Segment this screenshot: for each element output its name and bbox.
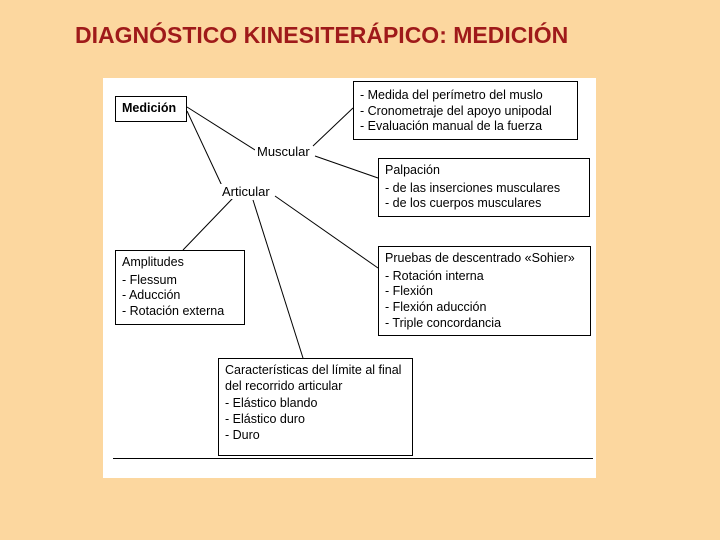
edge xyxy=(187,107,255,150)
edge xyxy=(275,196,378,268)
slide: DIAGNÓSTICO KINESITERÁPICO: MEDICIÓN Med… xyxy=(0,0,720,540)
node-amplitudes: Amplitudes FlessumAducciónRotación exter… xyxy=(115,250,245,325)
diagram-baseline xyxy=(113,458,593,459)
list-item: Rotación externa xyxy=(122,304,238,320)
list-item: Triple concordancia xyxy=(385,316,584,332)
node-root: Medición xyxy=(115,96,187,122)
node-amplitudes-header: Amplitudes xyxy=(122,255,238,271)
edge xyxy=(313,108,353,146)
edge xyxy=(187,111,223,188)
node-caracteristicas-header: Características del límite al final del … xyxy=(225,363,406,394)
node-amplitudes-items: FlessumAducciónRotación externa xyxy=(122,273,238,320)
list-item: Cronometraje del apoyo unipodal xyxy=(360,104,571,120)
list-item: Elástico duro xyxy=(225,412,406,428)
edge xyxy=(253,200,303,358)
edge xyxy=(183,198,233,250)
list-item: Evaluación manual de la fuerza xyxy=(360,119,571,135)
list-item: de las inserciones musculares xyxy=(385,181,583,197)
node-caracteristicas-items: Elástico blandoElástico duroDuro xyxy=(225,396,406,443)
list-item: Flessum xyxy=(122,273,238,289)
node-palpacion-header: Palpación xyxy=(385,163,583,179)
node-sohier-header: Pruebas de descentrado «Sohier» xyxy=(385,251,584,267)
node-palpacion-items: de las inserciones muscularesde los cuer… xyxy=(385,181,583,212)
list-item: Rotación interna xyxy=(385,269,584,285)
label-articular: Articular xyxy=(220,184,272,199)
page-title: DIAGNÓSTICO KINESITERÁPICO: MEDICIÓN xyxy=(75,22,568,49)
list-item: Flexión xyxy=(385,284,584,300)
node-sohier: Pruebas de descentrado «Sohier» Rotación… xyxy=(378,246,591,336)
list-item: Medida del perímetro del muslo xyxy=(360,88,571,104)
node-sohier-items: Rotación internaFlexiónFlexión aducciónT… xyxy=(385,269,584,332)
node-palpacion: Palpación de las inserciones muscularesd… xyxy=(378,158,590,217)
list-item: Duro xyxy=(225,428,406,444)
node-muscular-metrics-items: Medida del perímetro del musloCronometra… xyxy=(360,88,571,135)
edge xyxy=(315,156,378,178)
node-caracteristicas: Características del límite al final del … xyxy=(218,358,413,456)
list-item: Elástico blando xyxy=(225,396,406,412)
label-muscular: Muscular xyxy=(255,144,312,159)
diagram-area: Medición Medida del perímetro del musloC… xyxy=(103,78,596,478)
list-item: de los cuerpos musculares xyxy=(385,196,583,212)
list-item: Flexión aducción xyxy=(385,300,584,316)
node-muscular-metrics: Medida del perímetro del musloCronometra… xyxy=(353,81,578,140)
node-root-label: Medición xyxy=(122,101,176,115)
list-item: Aducción xyxy=(122,288,238,304)
